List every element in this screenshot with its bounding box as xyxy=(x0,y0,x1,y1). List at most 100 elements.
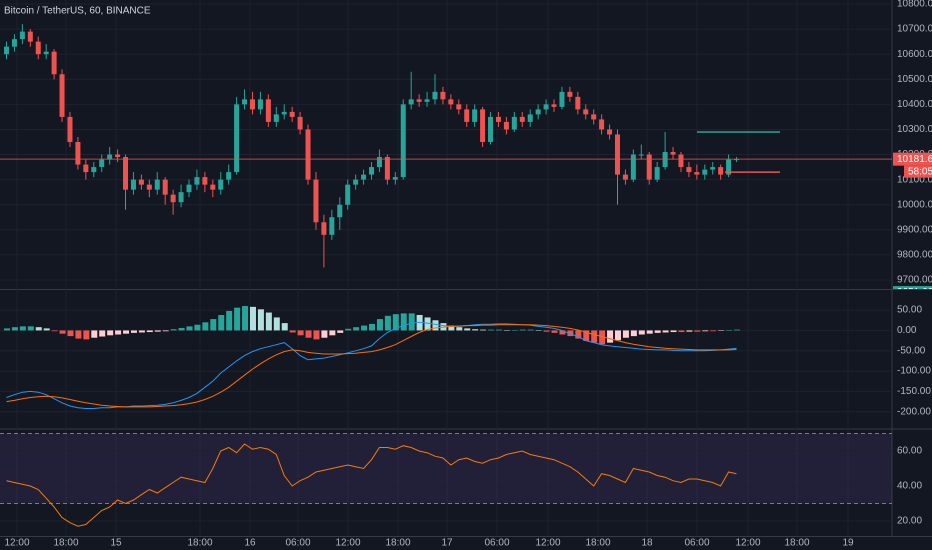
histogram-bar xyxy=(376,319,383,331)
candle-body xyxy=(194,177,200,185)
histogram-bar xyxy=(83,330,90,340)
candle-body xyxy=(408,99,414,105)
candle-body xyxy=(503,121,509,130)
histogram-bar xyxy=(265,312,272,331)
histogram-bar xyxy=(718,330,725,331)
candle-body xyxy=(257,99,263,110)
candle-body xyxy=(138,179,144,185)
histogram-bar xyxy=(281,323,288,331)
candle-body xyxy=(440,91,446,100)
x-tick-label: 06:00 xyxy=(285,538,310,549)
histogram-bar xyxy=(178,327,185,331)
candle-body xyxy=(607,129,613,135)
histogram-bar xyxy=(622,330,629,338)
histogram-bar xyxy=(138,330,145,333)
x-tick-label: 15 xyxy=(110,538,122,549)
candle-body xyxy=(392,177,398,180)
candle-body xyxy=(384,157,390,180)
histogram-bar xyxy=(456,327,463,331)
candle-body xyxy=(35,41,41,55)
histogram-bar xyxy=(4,328,10,331)
histogram-bar xyxy=(734,329,741,331)
chart-title: Bitcoin / TetherUS, 60, BINANCE xyxy=(4,6,151,17)
histogram-bar xyxy=(503,330,510,331)
histogram-bar xyxy=(527,329,534,331)
candle-body xyxy=(567,91,573,97)
x-tick-label: 18:00 xyxy=(187,538,212,549)
candle-body xyxy=(297,116,303,130)
candle-body xyxy=(480,109,486,142)
candle-body xyxy=(4,46,9,55)
candle-body xyxy=(599,119,605,130)
candle-body xyxy=(59,74,65,117)
histogram-bar xyxy=(654,330,661,333)
histogram-bar xyxy=(535,330,542,331)
candle-body xyxy=(559,91,565,107)
candle-body xyxy=(353,179,359,185)
candle-body xyxy=(694,172,700,175)
candle-body xyxy=(678,154,684,168)
histogram-bar xyxy=(614,330,621,341)
histogram-bar xyxy=(591,330,598,343)
candle-body xyxy=(464,109,470,122)
candle-body xyxy=(226,172,232,180)
histogram-bar xyxy=(146,330,153,333)
y-tick-label: 9800.00 xyxy=(897,250,932,261)
histogram-bar xyxy=(249,306,256,331)
y-tick-label: 10600.00 xyxy=(897,49,932,60)
candle-body xyxy=(670,152,676,155)
y-tick-label: -200.00 xyxy=(897,406,931,417)
histogram-bar xyxy=(297,330,304,336)
y-tick-label: 60.00 xyxy=(897,446,922,457)
candle-body xyxy=(654,167,660,180)
y-tick-label: 10300.00 xyxy=(897,124,932,135)
candle-body xyxy=(337,204,343,218)
candle-body xyxy=(488,116,494,142)
candle-body xyxy=(91,167,97,173)
histogram-bar xyxy=(432,320,439,331)
histogram-bar xyxy=(353,327,360,331)
candle-body xyxy=(361,174,367,180)
candle-body xyxy=(186,184,192,193)
histogram-bar xyxy=(551,330,558,333)
y-tick-label: 10000.00 xyxy=(897,199,932,210)
candle-body xyxy=(130,179,136,190)
candle-body xyxy=(686,167,692,173)
histogram-bar xyxy=(27,326,34,331)
y-tick-label: -150.00 xyxy=(897,386,931,397)
candle-body xyxy=(519,116,525,122)
histogram-bar xyxy=(686,330,693,332)
candle-body xyxy=(146,184,152,190)
candle-body xyxy=(162,179,168,195)
candle-body xyxy=(535,109,541,115)
rsi-band xyxy=(0,433,892,504)
histogram-bar xyxy=(123,330,130,334)
histogram-bar xyxy=(162,330,169,332)
grid xyxy=(0,0,892,536)
x-tick-label: 12:00 xyxy=(4,538,29,549)
histogram-bar xyxy=(107,330,114,336)
candle-body xyxy=(416,99,422,102)
histogram-bar xyxy=(194,324,201,331)
histogram-bar xyxy=(424,317,431,331)
candle-body xyxy=(83,164,89,173)
candle-body xyxy=(726,159,732,175)
y-tick-label: -50.00 xyxy=(897,345,926,356)
candle-body xyxy=(273,114,279,122)
histogram-bar xyxy=(495,329,502,331)
candle-body xyxy=(638,154,644,156)
candle-body xyxy=(289,111,295,117)
histogram-bar xyxy=(583,330,590,342)
candle-body xyxy=(218,179,224,190)
histogram-bar xyxy=(130,330,137,333)
histogram-bar xyxy=(329,330,336,336)
x-tick-label: 06:00 xyxy=(684,538,709,549)
x-tick-label: 06:00 xyxy=(484,538,509,549)
y-tick-label: 10100.00 xyxy=(897,174,932,185)
candle-body xyxy=(202,177,208,185)
histogram-bar xyxy=(488,329,495,331)
candle-body xyxy=(19,31,25,40)
last-price-label: 10181.64 xyxy=(897,154,932,165)
candle-body xyxy=(511,116,517,130)
